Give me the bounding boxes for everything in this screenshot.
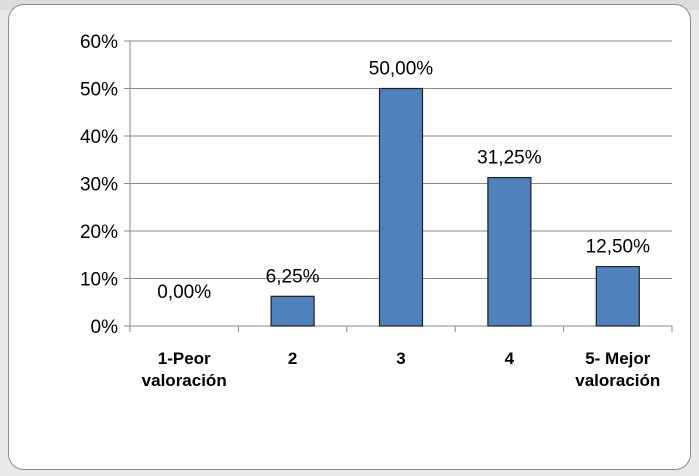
y-tick-label: 50% xyxy=(80,80,118,101)
y-tick-label: 30% xyxy=(80,175,118,196)
y-tick-label: 0% xyxy=(91,317,119,338)
x-category-label: valoración xyxy=(575,371,660,390)
y-tick-label: 10% xyxy=(80,270,118,291)
x-category-label: 2 xyxy=(288,349,297,368)
x-category-label: 1-Peor xyxy=(158,349,211,368)
bar xyxy=(595,266,640,327)
x-category-label: 4 xyxy=(505,349,515,368)
y-tick-label: 20% xyxy=(80,222,118,243)
data-label: 50,00% xyxy=(369,59,434,80)
data-label: 0,00% xyxy=(157,282,211,303)
data-label: 6,25% xyxy=(266,266,320,287)
x-category-label: 3 xyxy=(396,349,405,368)
data-label: 12,50% xyxy=(586,237,651,258)
data-label: 31,25% xyxy=(477,148,542,169)
bar xyxy=(378,87,424,327)
y-tick-label: 60% xyxy=(80,32,118,53)
bar xyxy=(487,176,532,327)
chart-frame xyxy=(8,4,691,470)
y-tick-label: 40% xyxy=(80,127,118,148)
x-category-label: valoración xyxy=(142,371,227,390)
bar xyxy=(270,295,315,327)
x-category-label: 5- Mejor xyxy=(585,349,651,368)
